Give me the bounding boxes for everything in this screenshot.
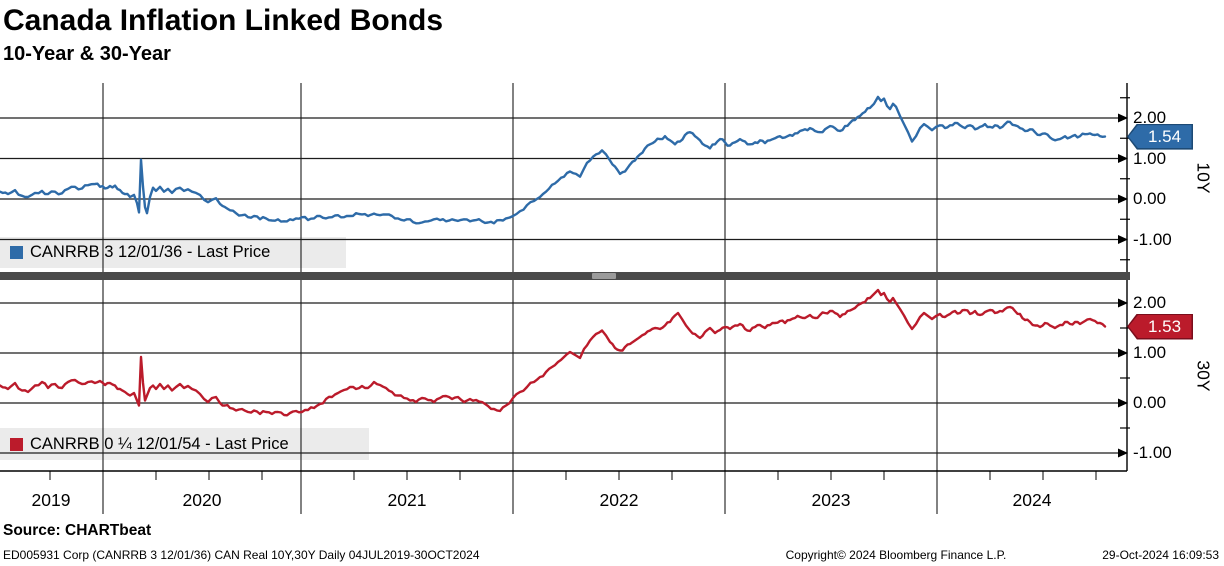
legend-swatch-30y-icon — [10, 437, 23, 451]
y-axis-tick-label: 0.00 — [1133, 393, 1167, 412]
x-axis-year-label: 2022 — [599, 490, 639, 510]
gridline-arrow-icon — [1118, 113, 1128, 123]
x-axis-year-label: 2023 — [811, 490, 851, 510]
gridline-arrow-icon — [1118, 194, 1128, 204]
y-axis-tick-label: 0.00 — [1133, 189, 1167, 208]
panel-separator — [0, 272, 1130, 280]
y-axis-tick-label: 1.00 — [1133, 148, 1167, 168]
y-axis-tick-label: 2.00 — [1133, 108, 1167, 127]
last-price-badge-10y: 1.54 — [1127, 123, 1193, 150]
x-axis-year-label: 2019 — [31, 490, 71, 510]
source-line: Source: CHARTbeat — [3, 522, 152, 539]
y-axis-tick-label: -1.00 — [1133, 443, 1172, 462]
chart-title: Canada Inflation Linked Bonds — [3, 4, 444, 37]
y-axis-tick-label: 2.00 — [1133, 293, 1167, 312]
gridline-arrow-icon — [1118, 235, 1128, 244]
x-axis-year-label: 2020 — [182, 490, 222, 510]
gridline-arrow-icon — [1118, 348, 1128, 358]
last-price-badge-30y: 1.53 — [1127, 313, 1193, 340]
y-axis-tick-label: 1.00 — [1133, 343, 1167, 362]
price-line-30y[interactable] — [0, 288, 1107, 417]
legend-swatch-10y-icon — [10, 246, 23, 259]
footer-security-info: ED005931 Corp (CANRRB 3 12/01/36) CAN Re… — [3, 548, 480, 562]
x-axis-year-label: 2024 — [1012, 490, 1052, 510]
y-axis-tick-label: -1.00 — [1133, 229, 1172, 249]
gridline-arrow-icon — [1118, 154, 1128, 163]
last-price-30y: 1.53 — [1147, 316, 1182, 336]
gridline-arrow-icon — [1118, 298, 1128, 308]
legend-10y[interactable]: CANRRB 3 12/01/36 - Last Price — [0, 237, 346, 268]
panel-resize-handle[interactable] — [592, 273, 616, 279]
legend-30y[interactable]: CANRRB 0 ¼ 12/01/54 - Last Price — [0, 428, 369, 460]
footer-copyright: Copyright© 2024 Bloomberg Finance L.P. — [785, 548, 1007, 562]
x-axis-year-label: 2021 — [387, 490, 427, 510]
footer-timestamp: 29-Oct-2024 16:09:53 — [1102, 548, 1219, 562]
y-axis-title-30y: 30Y — [1193, 360, 1214, 392]
gridline-arrow-icon — [1118, 448, 1128, 458]
legend-label-30y: CANRRB 0 ¼ 12/01/54 - Last Price — [30, 434, 289, 453]
footer: ED005931 Corp (CANRRB 3 12/01/36) CAN Re… — [0, 548, 1224, 564]
price-line-10y[interactable] — [0, 95, 1107, 225]
last-price-10y: 1.54 — [1147, 126, 1182, 146]
chart-subtitle: 10-Year & 30-Year — [3, 43, 171, 65]
legend-label-10y: CANRRB 3 12/01/36 - Last Price — [30, 243, 271, 261]
y-axis-title-10y: 10Y — [1193, 162, 1214, 194]
gridline-arrow-icon — [1118, 398, 1128, 408]
